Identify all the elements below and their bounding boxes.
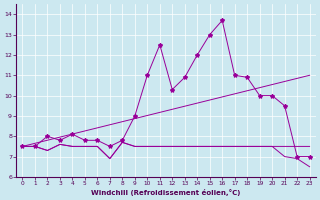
X-axis label: Windchill (Refroidissement éolien,°C): Windchill (Refroidissement éolien,°C) [91, 189, 241, 196]
